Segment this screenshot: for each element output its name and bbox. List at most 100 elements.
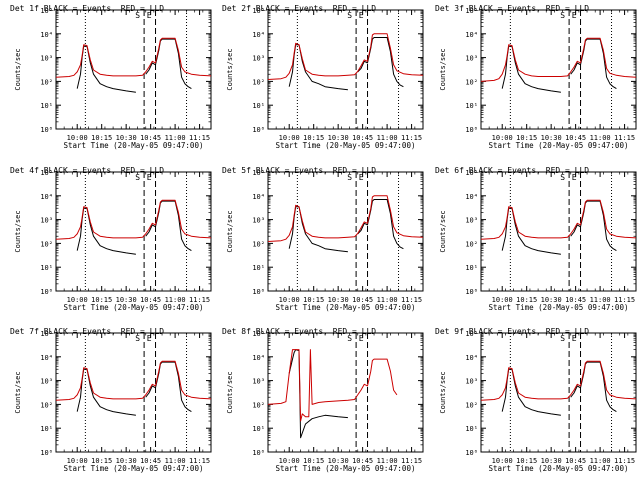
y-tick-label: 10³ <box>252 217 265 225</box>
x-tick-label: 10:00 <box>279 134 300 142</box>
x-axis-label: Start Time (20-May-05 09:47:00) <box>64 303 204 312</box>
x-tick-label: 11:15 <box>189 134 210 142</box>
events-series-line <box>501 200 617 255</box>
y-tick-label: 10⁴ <box>465 354 478 362</box>
plot-frame <box>480 171 637 292</box>
y-tick-label: 10⁵ <box>252 7 265 15</box>
x-tick-label: 10:30 <box>541 296 562 304</box>
plot-frame <box>267 171 424 292</box>
x-tick-label: 11:15 <box>614 457 635 465</box>
x-axis-label: Start Time (20-May-05 09:47:00) <box>276 303 416 312</box>
x-tick-label: 10:15 <box>303 134 324 142</box>
y-tick-label: 10³ <box>40 378 53 386</box>
y-tick-label: 10⁰ <box>465 126 478 134</box>
y-tick-label: 10⁴ <box>40 193 53 201</box>
y-tick-label: 10¹ <box>40 264 53 272</box>
y-axis-label: Counts/sec <box>226 210 234 252</box>
marker-label: E <box>147 334 152 343</box>
x-tick-label: 10:00 <box>67 296 88 304</box>
y-tick-label: 10² <box>465 240 478 248</box>
events-series-line <box>288 199 404 253</box>
lld-series-line <box>480 360 637 401</box>
x-tick-label: 10:45 <box>565 296 586 304</box>
y-tick-label: 10² <box>40 78 53 86</box>
detector-plot-7: Det 7f BLACK = Events, RED = LLD 10⁰ 10¹ 10… <box>10 327 212 473</box>
y-tick-label: 10¹ <box>40 425 53 433</box>
x-tick-label: 11:00 <box>590 457 611 465</box>
marker-label: S <box>347 334 352 343</box>
x-tick-label: 11:15 <box>614 296 635 304</box>
y-tick-label: 10³ <box>252 378 265 386</box>
y-tick-label: 10² <box>465 78 478 86</box>
x-tick-label: 11:00 <box>590 134 611 142</box>
y-axis-label: Counts/sec <box>226 48 234 90</box>
events-series-line <box>76 361 192 416</box>
lld-series-line <box>480 199 637 240</box>
marker-label: S <box>560 173 565 182</box>
marker-label: S <box>560 11 565 20</box>
x-tick-label: 10:15 <box>516 134 537 142</box>
y-tick-label: 10¹ <box>252 102 265 110</box>
detector-plot-3: Det 3f BLACK = Events, RED = LLD 10⁰ 10¹ 10… <box>435 4 637 150</box>
x-tick-label: 10:00 <box>492 134 513 142</box>
detector-plot-2: Det 2f BLACK = Events, RED = LLD 10⁰ 10¹ 10… <box>222 4 424 150</box>
y-tick-label: 10¹ <box>465 102 478 110</box>
x-axis-label: Start Time (20-May-05 09:47:00) <box>276 464 416 473</box>
x-axis-label: Start Time (20-May-05 09:47:00) <box>64 141 204 150</box>
detector-plot-6: Det 6f BLACK = Events, RED = LLD 10⁰ 10¹ 10… <box>435 166 637 312</box>
x-tick-label: 11:15 <box>401 296 422 304</box>
x-axis-label: Start Time (20-May-05 09:47:00) <box>276 141 416 150</box>
y-axis-label: Counts/sec <box>14 48 22 90</box>
x-tick-label: 10:15 <box>516 457 537 465</box>
y-tick-label: 10² <box>465 401 478 409</box>
marker-label: S <box>347 173 352 182</box>
y-tick-label: 10⁰ <box>252 126 265 134</box>
y-tick-label: 10⁵ <box>40 7 53 15</box>
plot-title: Det 8f BLACK = Events, RED = LLD <box>222 327 376 336</box>
lld-series-line <box>267 33 424 80</box>
x-tick-label: 10:45 <box>352 134 373 142</box>
y-axis-label: Counts/sec <box>14 210 22 252</box>
plot-title: Det 2f BLACK = Events, RED = LLD <box>222 4 376 13</box>
x-tick-label: 10:45 <box>352 296 373 304</box>
x-axis-label: Start Time (20-May-05 09:47:00) <box>489 303 629 312</box>
marker-label: E <box>359 334 364 343</box>
y-tick-label: 10³ <box>252 55 265 63</box>
plot-frame <box>55 332 212 453</box>
y-tick-label: 10¹ <box>40 102 53 110</box>
x-tick-label: 10:45 <box>352 457 373 465</box>
y-tick-label: 10¹ <box>465 264 478 272</box>
plot-frame <box>267 9 424 130</box>
y-tick-label: 10³ <box>465 55 478 63</box>
x-tick-label: 11:15 <box>189 457 210 465</box>
x-tick-label: 10:00 <box>492 457 513 465</box>
y-axis-label: Counts/sec <box>439 48 447 90</box>
x-tick-label: 10:15 <box>516 296 537 304</box>
x-tick-label: 11:00 <box>165 296 186 304</box>
x-tick-label: 10:00 <box>67 457 88 465</box>
plot-title: Det 9f BLACK = Events, RED = LLD <box>435 327 589 336</box>
x-tick-label: 11:00 <box>590 296 611 304</box>
marker-label: E <box>359 173 364 182</box>
events-series-line <box>288 37 404 91</box>
x-tick-label: 10:30 <box>116 457 137 465</box>
y-tick-label: 10² <box>40 401 53 409</box>
y-tick-label: 10⁰ <box>465 449 478 457</box>
x-tick-label: 10:45 <box>140 457 161 465</box>
y-tick-label: 10⁰ <box>40 449 53 457</box>
plot-title: Det 3f BLACK = Events, RED = LLD <box>435 4 589 13</box>
marker-label: E <box>359 11 364 20</box>
marker-label: S <box>135 173 140 182</box>
x-tick-label: 10:15 <box>91 134 112 142</box>
detector-plot-1: Det 1f BLACK = Events, RED = LLD 10⁰ 10¹ 10… <box>10 4 212 150</box>
y-tick-label: 10⁵ <box>252 330 265 338</box>
marker-label: E <box>572 173 577 182</box>
y-tick-label: 10⁵ <box>465 330 478 338</box>
y-tick-label: 10⁰ <box>465 288 478 296</box>
y-tick-label: 10⁴ <box>252 31 265 39</box>
marker-label: E <box>572 11 577 20</box>
x-tick-label: 10:00 <box>67 134 88 142</box>
marker-label: E <box>147 11 152 20</box>
y-tick-label: 10⁵ <box>465 7 478 15</box>
y-tick-label: 10⁰ <box>252 449 265 457</box>
